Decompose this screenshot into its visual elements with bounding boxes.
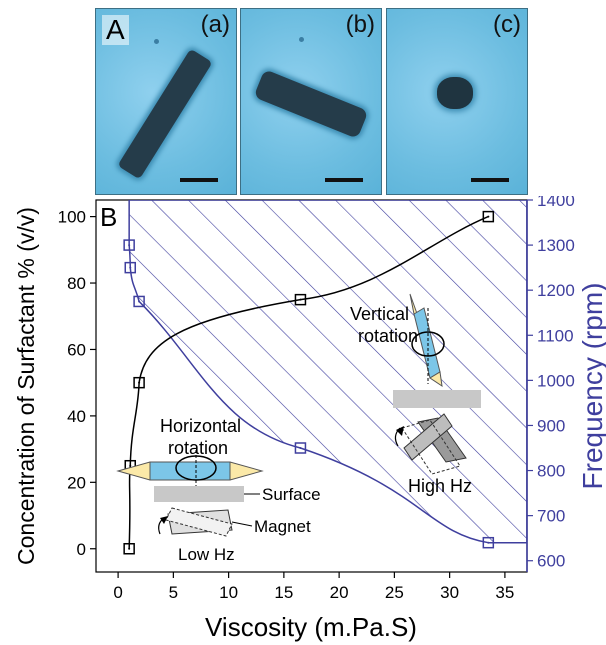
data-point-dot: [487, 541, 490, 544]
vertical-rotation-schematic: Vertical rotation High Hz: [350, 293, 481, 496]
rod-particle: [437, 77, 473, 109]
micrograph-a-label: (a): [200, 11, 230, 38]
data-point-concentration: [133, 376, 145, 389]
data-point-dot: [299, 447, 302, 449]
x-axis: 0 5 10 15 20 25 30 35: [113, 572, 514, 602]
low-hz-label: Low Hz: [178, 545, 235, 564]
y-tick-label: 0: [77, 540, 86, 559]
y2-tick-label: 1000: [537, 371, 575, 390]
x-tick-label: 0: [113, 583, 122, 602]
y2-tick-label: 700: [537, 507, 565, 526]
data-point-concentration: [123, 543, 135, 555]
micrograph-c: (c): [386, 8, 528, 195]
y-tick-label: 60: [67, 340, 86, 359]
high-hz-label: High Hz: [408, 476, 472, 496]
data-point-frequency: [124, 261, 137, 274]
rod-particle: [253, 69, 369, 139]
x-tick-label: 20: [330, 583, 349, 602]
x-tick-label: 15: [274, 583, 293, 602]
data-point-frequency: [294, 442, 307, 454]
scale-bar: [471, 178, 509, 182]
vertical-rotation-label-1: Vertical: [350, 304, 409, 324]
y2-axis-label: Frequency (rpm): [577, 283, 606, 490]
horizontal-rotation-schematic: Horizontal rotation Surface Magnet Low H…: [116, 416, 321, 564]
y2-tick-label: 600: [537, 552, 565, 571]
data-point-dot: [128, 244, 131, 247]
y2-tick-label: 1300: [537, 236, 575, 255]
x-tick-label: 35: [495, 583, 514, 602]
y2-tick-label: 800: [537, 462, 565, 481]
panel-a-label: A: [102, 15, 129, 45]
viscosity-chart: 0 5 10 15 20 25 30 35 0 20 40 60 80 100 600 700 800 900…: [13, 196, 606, 642]
data-point-dot: [128, 547, 131, 550]
data-point-dot: [138, 381, 141, 384]
scale-bar: [325, 178, 363, 182]
horizontal-rotation-label-1: Horizontal: [160, 416, 241, 436]
data-point-concentration: [482, 210, 495, 223]
data-points: [123, 210, 495, 555]
micrograph-c-label: (c): [493, 11, 521, 38]
y-tick-label: 100: [58, 208, 86, 227]
x-tick-label: 10: [219, 583, 238, 602]
magnet-label: Magnet: [254, 517, 311, 536]
debris-fleck: [154, 39, 159, 44]
x-tick-label: 25: [385, 583, 404, 602]
debris-fleck: [299, 37, 304, 42]
y-axis-label: Concentration of Surfactant % (v/v): [13, 207, 39, 565]
y-axis-right: 600 700 800 900 1000 1100 1200 1300 1400: [526, 196, 575, 572]
y2-tick-label: 900: [537, 416, 565, 435]
x-axis-label: Viscosity (m.Pa.S): [205, 612, 417, 642]
micrograph-b-label: (b): [345, 11, 375, 38]
panel-b-label: B: [100, 202, 117, 232]
data-point-frequency: [123, 239, 135, 251]
horizontal-rotation-label-2: rotation: [168, 438, 228, 458]
y2-tick-label: 1400: [537, 196, 575, 210]
data-point-dot: [299, 298, 302, 301]
data-point-dot: [138, 300, 141, 303]
y-tick-label: 80: [67, 274, 86, 293]
data-point-dot: [129, 464, 132, 467]
y2-tick-label: 1100: [537, 326, 574, 345]
x-tick-label: 5: [169, 583, 178, 602]
scale-bar: [180, 178, 218, 182]
micrograph-b: (b): [240, 8, 382, 195]
data-point-frequency: [482, 536, 495, 549]
data-point-dot: [487, 215, 490, 218]
data-point-dot: [129, 266, 132, 269]
rod-particle: [117, 48, 213, 180]
vertical-rotation-label-2: rotation: [358, 326, 418, 346]
y-tick-label: 20: [67, 473, 86, 492]
micrograph-a: A (a): [95, 8, 237, 195]
x-tick-label: 30: [440, 583, 459, 602]
data-point-concentration: [294, 293, 307, 306]
y2-tick-label: 1200: [537, 281, 575, 300]
surface-label: Surface: [262, 485, 321, 504]
data-point-frequency: [133, 295, 145, 308]
y-tick-label: 40: [67, 407, 86, 426]
y-axis-left: 0 20 40 60 80 100: [58, 208, 96, 559]
